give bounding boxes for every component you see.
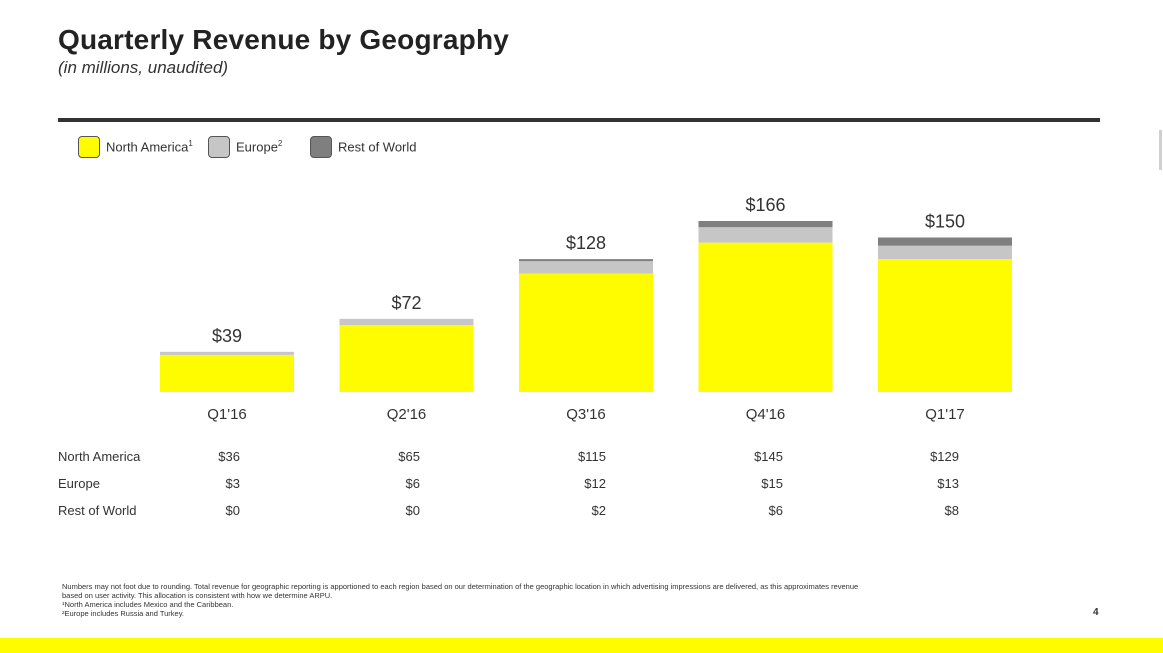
legend-item-europe: Europe2	[208, 136, 282, 158]
bar-segment-rest-of-world	[519, 259, 653, 262]
legend-label-rest-of-world: Rest of World	[338, 139, 417, 155]
bar-segment-north-america	[519, 273, 653, 392]
legend-label-north-america: North America1	[106, 139, 193, 155]
bar-total-label: $150	[925, 211, 965, 231]
bar-segment-europe	[519, 261, 653, 274]
bar-segment-europe	[339, 318, 474, 326]
table-cell: $6	[768, 503, 783, 518]
table-cell: $129	[930, 449, 959, 464]
x-tick-label: Q1'16	[207, 406, 247, 423]
table-cell: $15	[761, 476, 783, 491]
table-cell: $2	[591, 503, 606, 518]
footnotes: Numbers may not foot due to rounding. To…	[62, 582, 1062, 618]
table-row-label-europe: Europe	[58, 476, 100, 491]
x-tick-label: Q3'16	[566, 406, 606, 423]
bar-segment-europe	[698, 227, 833, 243]
bar-segment-rest-of-world	[698, 221, 833, 228]
title-divider	[58, 118, 1100, 122]
bar-segment-north-america	[160, 354, 294, 392]
table-cell: $115	[578, 449, 606, 464]
x-tick-label: Q1'17	[925, 406, 965, 423]
bar-total-label: $128	[566, 233, 606, 253]
bar-segment-europe	[878, 245, 1012, 260]
table-cell: $65	[398, 449, 420, 464]
table-cell: $13	[937, 476, 959, 491]
x-tick-label: Q2'16	[387, 406, 427, 423]
bar-total-label: $166	[745, 195, 785, 215]
bar-segment-europe	[160, 351, 294, 355]
page-subtitle: (in millions, unaudited)	[58, 58, 229, 77]
table-cell: $0	[405, 503, 420, 518]
revenue-bar-chart: $39 Q1'16 $72 Q2'16 $128 Q3'16 $166 Q4'16 $150 Q1…	[160, 195, 1012, 423]
table-row-label-north-america: North America	[58, 449, 141, 464]
table-cell: $6	[405, 476, 420, 491]
scrollbar-thumb[interactable]	[1159, 130, 1162, 170]
table-cell: $145	[754, 449, 783, 464]
table-cell: $8	[944, 503, 959, 518]
page-title: Quarterly Revenue by Geography	[58, 24, 510, 55]
table-row-label-rest-of-world: Rest of World	[58, 503, 137, 518]
footnote-line: ¹North America includes Mexico and the C…	[62, 600, 234, 609]
brand-bottom-bar	[0, 638, 1163, 653]
legend-item-north-america: North America1	[78, 136, 193, 158]
legend-swatch-europe	[208, 136, 230, 158]
bar-total-label: $39	[212, 326, 242, 346]
bar-segment-north-america	[698, 242, 833, 392]
bar-segment-rest-of-world	[878, 237, 1012, 246]
legend-swatch-rest-of-world	[310, 136, 332, 158]
table-cell: $3	[225, 476, 240, 491]
bar-segment-north-america	[339, 325, 474, 392]
bar-total-label: $72	[391, 293, 421, 313]
footnote-line: Numbers may not foot due to rounding. To…	[62, 582, 859, 591]
legend-swatch-north-america	[78, 136, 100, 158]
page-number: 4	[1093, 607, 1099, 618]
legend-label-europe: Europe2	[236, 139, 283, 155]
footnote-line: ²Europe includes Russia and Turkey.	[62, 609, 185, 618]
table-cell: $12	[584, 476, 606, 491]
footnote-line: based on user activity. This allocation …	[62, 591, 333, 600]
table-cell: $36	[218, 449, 240, 464]
bar-segment-north-america	[878, 259, 1012, 392]
table-cell: $0	[225, 503, 240, 518]
legend-item-rest-of-world: Rest of World	[310, 136, 417, 158]
x-tick-label: Q4'16	[746, 406, 786, 423]
